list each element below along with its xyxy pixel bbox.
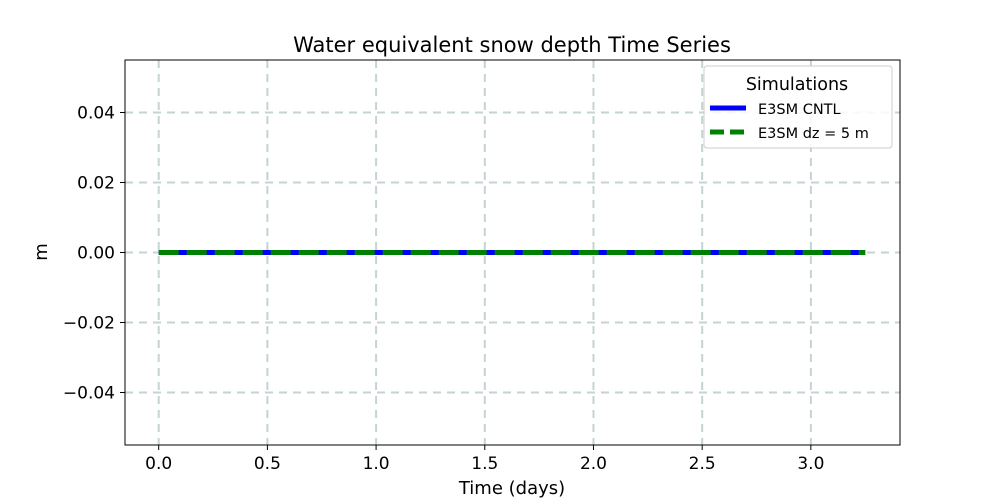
legend: Simulations E3SM CNTL E3SM dz = 5 m bbox=[703, 65, 893, 149]
x-tick-label: 0.0 bbox=[145, 454, 172, 474]
y-axis-label: m bbox=[31, 243, 52, 261]
x-tick-label: 2.5 bbox=[689, 454, 716, 474]
x-tick-label: 2.0 bbox=[580, 454, 607, 474]
chart-title: Water equivalent snow depth Time Series bbox=[293, 33, 731, 57]
x-tick-label: 3.0 bbox=[797, 454, 824, 474]
y-tick-label: −0.04 bbox=[63, 384, 115, 404]
x-tick-label: 1.0 bbox=[363, 454, 390, 474]
y-tick-label: 0.00 bbox=[77, 244, 115, 264]
legend-label-e3sm-dz-5m: E3SM dz = 5 m bbox=[758, 126, 869, 142]
x-tick-label: 1.5 bbox=[471, 454, 498, 474]
y-tick-label: 0.04 bbox=[77, 104, 115, 124]
y-tick-label: 0.02 bbox=[77, 174, 115, 194]
legend-label-e3sm-cntl: E3SM CNTL bbox=[758, 102, 841, 118]
legend-box bbox=[703, 65, 893, 149]
x-axis-label: Time (days) bbox=[458, 478, 565, 499]
x-tick-label: 0.5 bbox=[254, 454, 281, 474]
legend-title: Simulations bbox=[746, 75, 848, 95]
y-axis-ticks: −0.04 −0.02 0.00 0.02 0.04 bbox=[63, 104, 125, 404]
y-tick-label: −0.02 bbox=[63, 314, 115, 334]
x-axis-ticks: 0.0 0.5 1.0 1.5 2.0 2.5 3.0 bbox=[145, 445, 824, 474]
